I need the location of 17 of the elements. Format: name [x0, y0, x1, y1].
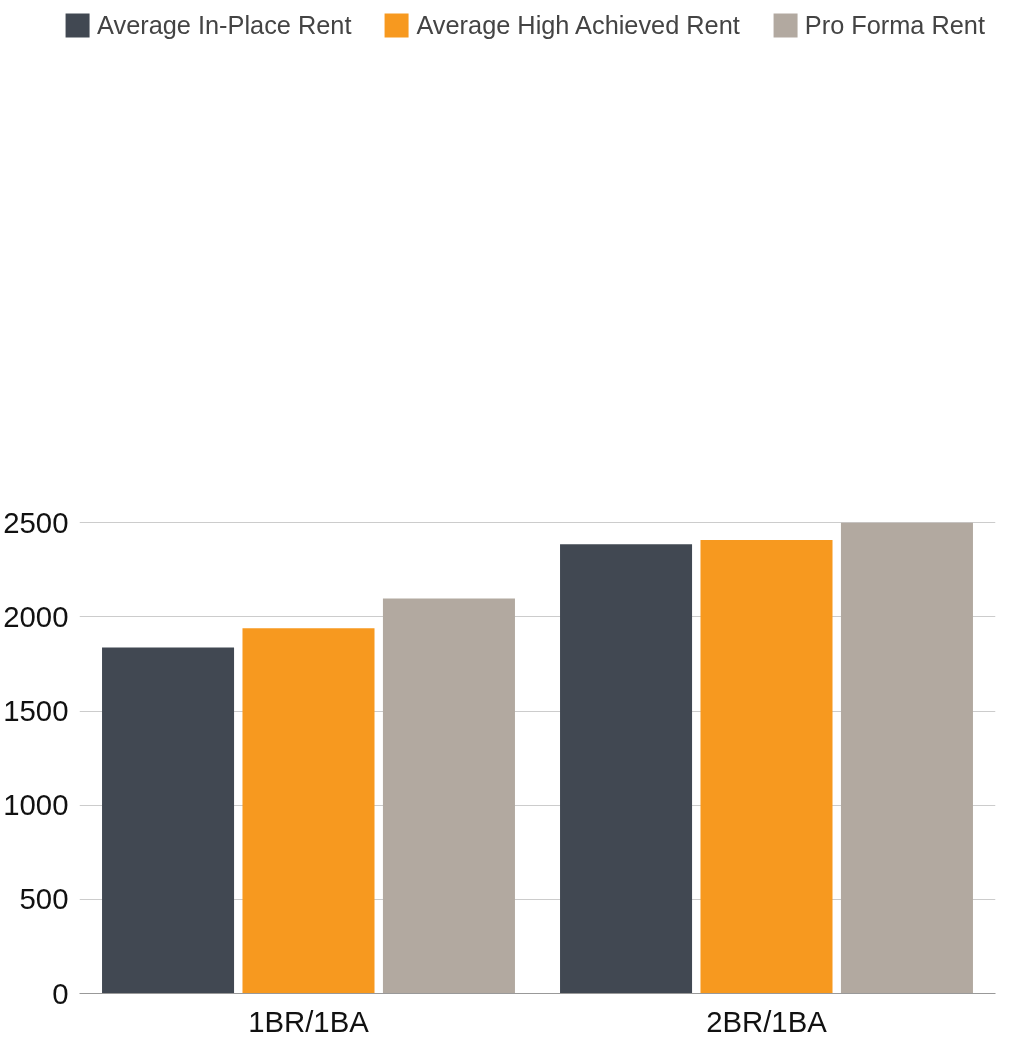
bar [700, 539, 833, 994]
bar [840, 522, 973, 994]
bar [560, 544, 693, 994]
y-tick-label: 2000 [3, 599, 69, 633]
bar [242, 628, 375, 994]
legend-label: Average High Achieved Rent [416, 10, 740, 40]
y-tick-label: 1500 [3, 694, 69, 728]
y-tick-label: 500 [19, 882, 69, 916]
x-tick-label: 1BR/1BA [248, 1004, 370, 1038]
y-tick-label: 1000 [3, 788, 69, 822]
y-tick-label: 2500 [3, 505, 69, 539]
bar [382, 598, 515, 994]
legend-label: Average In-Place Rent [97, 10, 352, 40]
x-tick-label: 2BR/1BA [706, 1004, 828, 1038]
y-tick-label: 0 [52, 976, 69, 1010]
bar [102, 647, 235, 994]
legend-label: Pro Forma Rent [804, 10, 985, 40]
